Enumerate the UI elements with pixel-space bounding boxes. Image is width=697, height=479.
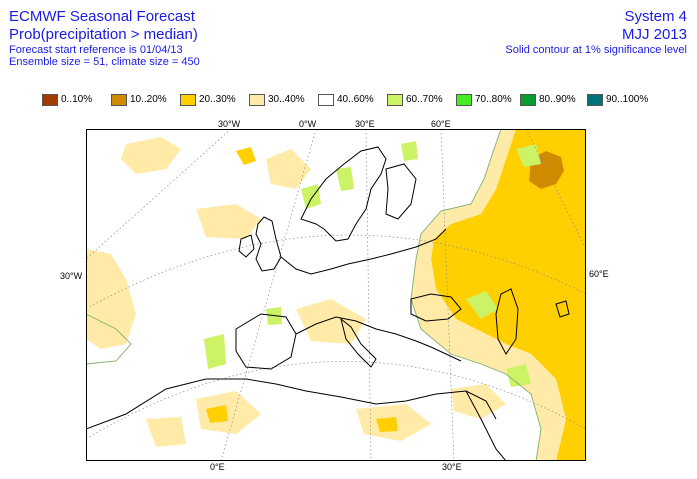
prob-area-60-70 [301, 184, 321, 209]
map-border [86, 129, 586, 461]
legend-swatch [456, 94, 472, 106]
prob-area-30-40 [121, 137, 181, 174]
coastline-north-africa [86, 378, 497, 430]
system-label: System 4 [624, 8, 687, 25]
coastline-iberia [235, 313, 297, 370]
forecast-start-text: Forecast start reference is 01/04/13 [9, 44, 183, 56]
coastline-finland [385, 163, 417, 220]
prob-area-60-70 [506, 364, 531, 387]
lon-label-30e-bottom: 30°E [442, 462, 462, 472]
coastline-arabia [465, 390, 507, 461]
prob-area-20-30 [206, 405, 228, 423]
coastline-ireland [238, 234, 255, 258]
legend-swatch [318, 94, 334, 106]
lon-label-0w-top: 0°W [299, 119, 317, 129]
prob-area-60-70 [336, 167, 354, 191]
prob-area-30-40 [296, 299, 366, 344]
header-right: System 4 MJJ 2013 Solid contour at 1% si… [505, 8, 687, 56]
lon-label-60e-top: 60°E [431, 119, 451, 129]
lon-label-30w-top: 30°W [218, 119, 241, 129]
legend-label: 30..40% [268, 94, 305, 105]
lon-label-30e-top: 30°E [355, 119, 375, 129]
prob-area-30-40 [266, 149, 311, 189]
legend-label: 40..60% [337, 94, 374, 105]
coastline-mainland [280, 228, 462, 362]
period-label: MJJ 2013 [621, 26, 687, 43]
significance-note: Solid contour at 1% significance level [505, 44, 687, 56]
legend-swatch [111, 94, 127, 106]
graticule-line [220, 129, 317, 461]
prob-area-30-40 [146, 417, 186, 447]
ensemble-size-text: Ensemble size = 51, climate size = 450 [9, 56, 200, 68]
coastline-black-sea [410, 293, 462, 322]
legend-swatch [42, 94, 58, 106]
probability-shading [86, 129, 586, 461]
prob-area-60-70 [516, 144, 541, 167]
legend-label: 10..20% [130, 94, 167, 105]
coastline-aral [555, 300, 570, 318]
legend-label: 60..70% [406, 94, 443, 105]
prob-area-60-70 [204, 334, 226, 369]
legend-label: 20..30% [199, 94, 236, 105]
graticule-line [86, 361, 586, 440]
prob-area-20-30 [236, 147, 256, 165]
coastline-italy [340, 317, 377, 368]
graticule-line [440, 129, 455, 461]
prob-area-60-70 [401, 141, 418, 161]
legend-label: 70..80% [475, 94, 512, 105]
graticule-line [86, 129, 232, 260]
prob-area-30-40 [451, 384, 506, 419]
legend-swatch [520, 94, 536, 106]
prob-area-20-30 [431, 129, 586, 461]
legend-label: 0..10% [61, 94, 93, 105]
lon-label-0e-bottom: 0°E [210, 462, 225, 472]
legend-swatch [180, 94, 196, 106]
prob-area-30-40 [86, 249, 136, 349]
map-subtitle: Prob(precipitation > median) [9, 26, 198, 43]
header-left: ECMWF Seasonal Forecast Prob(precipitati… [9, 8, 200, 68]
coastline-caspian [495, 288, 519, 355]
legend-label: 90..100% [606, 94, 649, 105]
graticule-line [365, 129, 372, 461]
graticule [86, 129, 586, 461]
coastline-scandinavia [300, 146, 387, 242]
prob-area-30-40 [196, 391, 261, 434]
lon-label-60e-right: 60°E [589, 269, 609, 279]
coastline-britain [255, 216, 282, 272]
prob-area-60-70 [466, 291, 498, 319]
lon-label-30w-left: 30°W [60, 271, 83, 281]
significance-contour [86, 313, 132, 365]
forecast-map [86, 129, 586, 461]
legend-swatch [387, 94, 403, 106]
map-title: ECMWF Seasonal Forecast [9, 8, 195, 25]
map-frame [86, 129, 586, 461]
graticule-line [86, 234, 586, 310]
legend-label: 80..90% [539, 94, 576, 105]
prob-area-30-40 [196, 204, 261, 239]
legend-swatch [249, 94, 265, 106]
legend-swatch [587, 94, 603, 106]
coastlines [86, 146, 570, 461]
prob-area-20-30 [376, 417, 398, 432]
